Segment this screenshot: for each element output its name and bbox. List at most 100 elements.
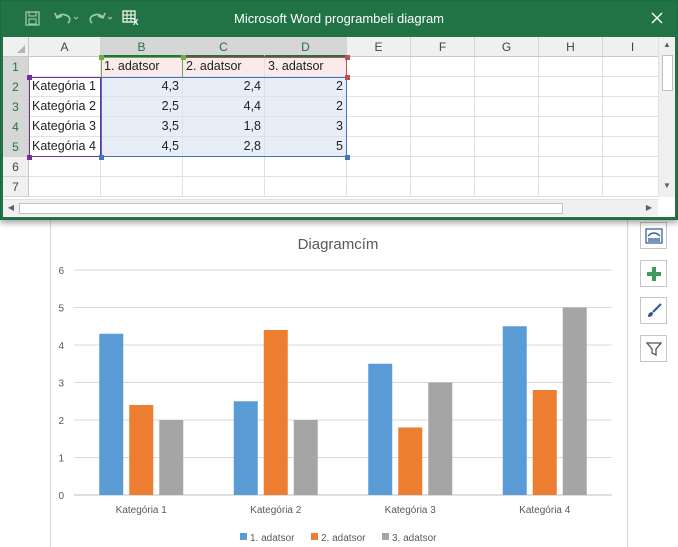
- column-header-f[interactable]: F: [411, 37, 475, 57]
- cell-d5[interactable]: 5: [265, 137, 347, 157]
- column-header-b[interactable]: B: [101, 37, 183, 57]
- cell-d1[interactable]: 3. adatsor: [265, 57, 347, 77]
- cell-f1[interactable]: [411, 57, 475, 77]
- cell-f3[interactable]: [411, 97, 475, 117]
- cell-d3[interactable]: 2: [265, 97, 347, 117]
- cell-h5[interactable]: [539, 137, 603, 157]
- cell-f6[interactable]: [411, 157, 475, 177]
- vertical-scrollbar[interactable]: ▲ ▼: [658, 37, 675, 197]
- cell-a3[interactable]: Kategória 2: [29, 97, 101, 117]
- title-bar[interactable]: X Microsoft Word programbeli diagram: [1, 1, 677, 35]
- cell-b4[interactable]: 3,5: [101, 117, 183, 137]
- chart-frame[interactable]: [50, 220, 628, 547]
- cell-c6[interactable]: [183, 157, 265, 177]
- row-header-7[interactable]: 7: [3, 177, 29, 197]
- cell-a2[interactable]: Kategória 1: [29, 77, 101, 97]
- cell-i3[interactable]: [603, 97, 658, 117]
- legend-item-1[interactable]: 1. adatsor: [240, 533, 295, 544]
- bar-3-3[interactable]: [428, 382, 453, 496]
- cell-b3[interactable]: 2,5: [101, 97, 183, 117]
- chart[interactable]: Diagramcím 0 1 2 3 4 5 6 Kategória 1 Kategória …: [0, 220, 678, 547]
- bar-1-1[interactable]: [99, 333, 124, 495]
- range-handle[interactable]: [345, 155, 350, 160]
- bar-1-3[interactable]: [368, 363, 393, 495]
- column-header-a[interactable]: A: [29, 37, 101, 57]
- save-icon[interactable]: [23, 9, 41, 27]
- cell-i6[interactable]: [603, 157, 658, 177]
- cell-i2[interactable]: [603, 77, 658, 97]
- cell-b1[interactable]: 1. adatsor: [101, 57, 183, 77]
- cell-h2[interactable]: [539, 77, 603, 97]
- row-header-3[interactable]: 3: [3, 97, 29, 117]
- cell-h4[interactable]: [539, 117, 603, 137]
- range-handle[interactable]: [345, 55, 350, 60]
- column-header-d[interactable]: D: [265, 37, 347, 57]
- cell-e7[interactable]: [347, 177, 411, 197]
- column-header-c[interactable]: C: [183, 37, 265, 57]
- vertical-scroll-thumb[interactable]: [662, 55, 673, 91]
- chart-title[interactable]: Diagramcím: [298, 236, 379, 253]
- bar-2-2[interactable]: [263, 330, 288, 495]
- scroll-up-icon[interactable]: ▲: [663, 40, 671, 49]
- row-header-4[interactable]: 4: [3, 117, 29, 137]
- cell-a4[interactable]: Kategória 3: [29, 117, 101, 137]
- range-handle[interactable]: [345, 75, 350, 80]
- cell-g4[interactable]: [475, 117, 539, 137]
- cell-d2[interactable]: 2: [265, 77, 347, 97]
- cell-h1[interactable]: [539, 57, 603, 77]
- bar-3-2[interactable]: [293, 420, 318, 495]
- bar-2-4[interactable]: [532, 390, 557, 495]
- cell-i1[interactable]: [603, 57, 658, 77]
- cell-g3[interactable]: [475, 97, 539, 117]
- cell-d7[interactable]: [265, 177, 347, 197]
- scroll-right-icon[interactable]: ▶: [645, 203, 653, 212]
- cell-a1[interactable]: [29, 57, 101, 77]
- cell-i5[interactable]: [603, 137, 658, 157]
- cell-i7[interactable]: [603, 177, 658, 197]
- cell-c3[interactable]: 4,4: [183, 97, 265, 117]
- column-header-h[interactable]: H: [539, 37, 603, 57]
- cell-h6[interactable]: [539, 157, 603, 177]
- row-header-6[interactable]: 6: [3, 157, 29, 177]
- row-header-1[interactable]: 1: [3, 57, 29, 77]
- bar-2-3[interactable]: [398, 427, 423, 496]
- scroll-left-icon[interactable]: ◀: [7, 203, 15, 212]
- bar-3-4[interactable]: [562, 307, 587, 496]
- cell-g5[interactable]: [475, 137, 539, 157]
- cell-e3[interactable]: [347, 97, 411, 117]
- cell-e6[interactable]: [347, 157, 411, 177]
- cell-f4[interactable]: [411, 117, 475, 137]
- legend-item-2[interactable]: 2. adatsor: [311, 533, 366, 544]
- redo-icon[interactable]: [87, 9, 115, 27]
- cell-f5[interactable]: [411, 137, 475, 157]
- cell-e2[interactable]: [347, 77, 411, 97]
- horizontal-scrollbar[interactable]: ◀ ▶: [3, 199, 658, 216]
- range-handle[interactable]: [27, 155, 32, 160]
- cell-f7[interactable]: [411, 177, 475, 197]
- cell-b7[interactable]: [101, 177, 183, 197]
- scroll-down-icon[interactable]: ▼: [663, 181, 671, 190]
- horizontal-scroll-thumb[interactable]: [19, 203, 563, 214]
- cell-b5[interactable]: 4,5: [101, 137, 183, 157]
- cell-c2[interactable]: 2,4: [183, 77, 265, 97]
- cell-c1[interactable]: 2. adatsor: [183, 57, 265, 77]
- cell-a6[interactable]: [29, 157, 101, 177]
- cell-h7[interactable]: [539, 177, 603, 197]
- chart-filter-icon[interactable]: [640, 335, 667, 362]
- cell-e5[interactable]: [347, 137, 411, 157]
- range-handle[interactable]: [27, 75, 32, 80]
- cell-b6[interactable]: [101, 157, 183, 177]
- cell-g6[interactable]: [475, 157, 539, 177]
- edit-data-icon[interactable]: X: [121, 9, 141, 27]
- cell-e1[interactable]: [347, 57, 411, 77]
- cell-e4[interactable]: [347, 117, 411, 137]
- bar-3-1[interactable]: [159, 420, 184, 495]
- cell-d6[interactable]: [265, 157, 347, 177]
- column-header-e[interactable]: E: [347, 37, 411, 57]
- legend-item-3[interactable]: 3. adatsor: [382, 533, 437, 544]
- range-handle[interactable]: [99, 155, 104, 160]
- bar-1-2[interactable]: [233, 401, 258, 495]
- column-header-i[interactable]: I: [603, 37, 658, 57]
